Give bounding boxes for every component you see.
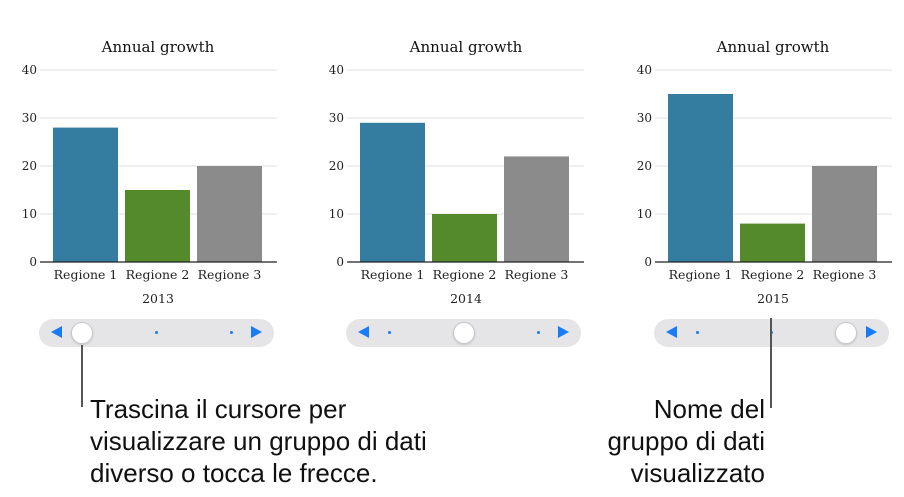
group-name-callout-leader — [770, 318, 772, 408]
data-group-name: 2015 — [757, 291, 789, 306]
x-tick-label: Regione 1 — [669, 267, 733, 282]
bar-regione-3 — [812, 166, 877, 262]
group-name-callout-line-3: visualizzato — [630, 458, 765, 488]
bar-regione-2 — [125, 190, 190, 262]
y-tick-label: 0 — [644, 255, 652, 269]
chart-title: Annual growth — [716, 38, 830, 56]
triangle-left-icon[interactable] — [358, 326, 369, 338]
x-tick-label: Regione 1 — [54, 267, 118, 282]
y-tick-label: 10 — [329, 207, 344, 221]
bar-regione-2 — [740, 223, 805, 262]
data-group-name: 2014 — [450, 291, 482, 306]
triangle-right-icon[interactable] — [558, 326, 569, 338]
y-tick-label: 10 — [637, 207, 652, 221]
x-tick-label: Regione 1 — [361, 267, 425, 282]
group-name-callout: Nome del gruppo di dati visualizzato — [607, 393, 765, 489]
slider-stop-dot[interactable] — [536, 331, 540, 334]
y-tick-label: 30 — [22, 111, 37, 125]
data-group-name: 2013 — [142, 291, 174, 306]
slider-stop-dot[interactable] — [695, 331, 699, 334]
y-tick-label: 20 — [329, 159, 344, 173]
data-group-slider[interactable] — [39, 319, 274, 347]
x-tick-label: Regione 3 — [813, 267, 877, 282]
data-group-slider[interactable] — [346, 319, 581, 347]
y-tick-label: 40 — [329, 63, 344, 77]
y-tick-label: 0 — [336, 255, 344, 269]
slider-knob[interactable] — [835, 322, 857, 344]
charts-canvas: Annual growth 0 10 20 30 40 Regione 1 Regione 2… — [22, 38, 892, 306]
y-tick-label: 20 — [22, 159, 37, 173]
x-tick-label: Regione 3 — [198, 267, 262, 282]
slider-knob[interactable] — [71, 322, 93, 344]
triangle-right-icon[interactable] — [866, 326, 877, 338]
chart-title: Annual growth — [409, 38, 523, 56]
y-tick-label: 40 — [637, 63, 652, 77]
slider-stop-dot[interactable] — [155, 331, 158, 334]
x-tick-label: Regione 2 — [126, 267, 190, 282]
triangle-left-icon[interactable] — [51, 326, 62, 338]
slider-callout-line-3: diverso o tocca le frecce. — [90, 458, 378, 488]
chart-title: Annual growth — [101, 38, 215, 56]
slider-callout-leader — [81, 345, 83, 407]
y-tick-label: 10 — [22, 207, 37, 221]
slider-stop-dot[interactable] — [229, 331, 233, 334]
triangle-left-icon[interactable] — [666, 326, 677, 338]
bar-regione-3 — [197, 166, 262, 262]
x-tick-label: Regione 2 — [741, 267, 805, 282]
y-tick-label: 20 — [637, 159, 652, 173]
bar-regione-3 — [504, 156, 569, 262]
slider-callout-line-1: Trascina il cursore per — [90, 394, 347, 424]
bar-regione-1 — [360, 122, 425, 262]
slider-stop-dot[interactable] — [387, 331, 391, 334]
y-tick-label: 0 — [29, 255, 37, 269]
y-tick-label: 30 — [329, 111, 344, 125]
x-tick-label: Regione 3 — [505, 267, 569, 282]
x-tick-label: Regione 2 — [433, 267, 497, 282]
slider-callout-line-2: visualizzare un gruppo di dati — [90, 426, 427, 456]
bar-regione-1 — [668, 94, 733, 262]
triangle-right-icon[interactable] — [251, 326, 262, 338]
bar-regione-1 — [53, 127, 118, 262]
y-tick-label: 40 — [22, 63, 37, 77]
slider-callout: Trascina il cursore per visualizzare un … — [90, 393, 427, 489]
slider-knob[interactable] — [452, 322, 475, 344]
bar-regione-2 — [432, 214, 497, 262]
group-name-callout-line-2: gruppo di dati — [607, 426, 765, 456]
group-name-callout-line-1: Nome del — [653, 394, 765, 424]
y-tick-label: 30 — [637, 111, 652, 125]
